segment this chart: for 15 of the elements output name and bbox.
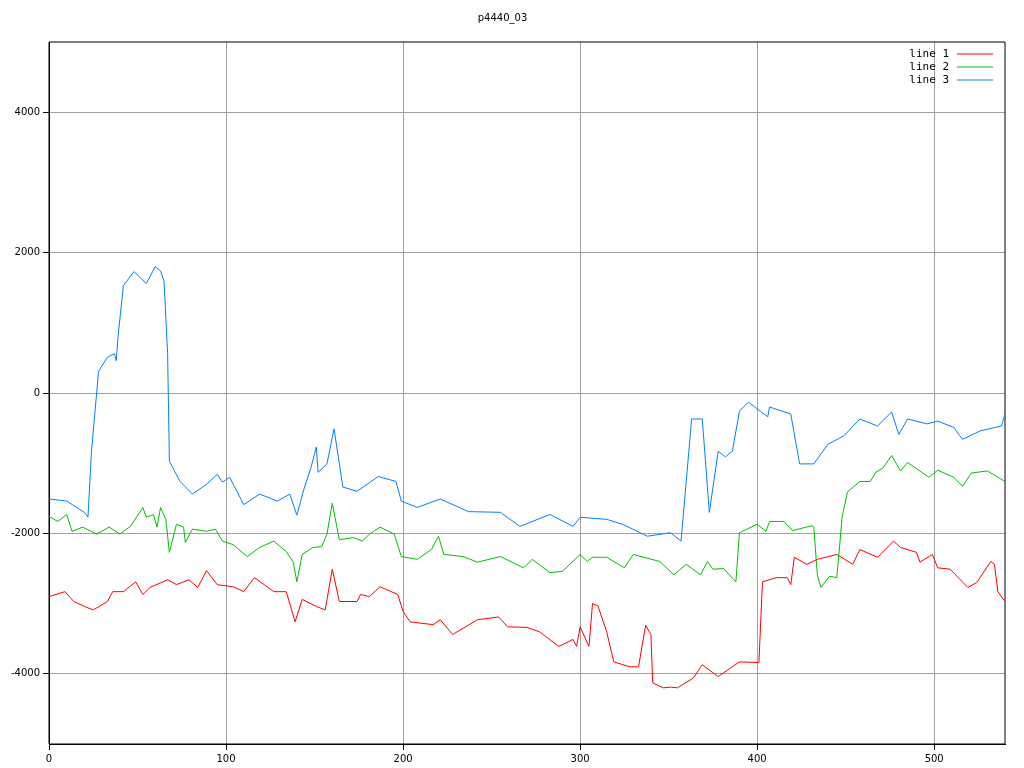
y-tick-label: -2000 (10, 526, 40, 538)
y-tick-label: 0 (33, 386, 40, 398)
x-tick-label: 0 (45, 752, 53, 764)
y-tick-label: 4000 (14, 105, 40, 117)
x-tick-label: 200 (393, 752, 413, 764)
x-tick-label: 300 (570, 752, 590, 764)
legend-label: line 2 (909, 59, 950, 73)
x-tick-label: 500 (924, 752, 944, 764)
y-tick-label: -4000 (10, 667, 40, 679)
x-tick-label: 400 (747, 752, 767, 764)
legend-label: line 3 (909, 72, 950, 86)
legend-label: line 1 (909, 46, 950, 60)
chart-title: p4440_03 (477, 11, 528, 24)
y-tick-label: 2000 (14, 246, 40, 258)
x-tick-label: 100 (216, 752, 236, 764)
